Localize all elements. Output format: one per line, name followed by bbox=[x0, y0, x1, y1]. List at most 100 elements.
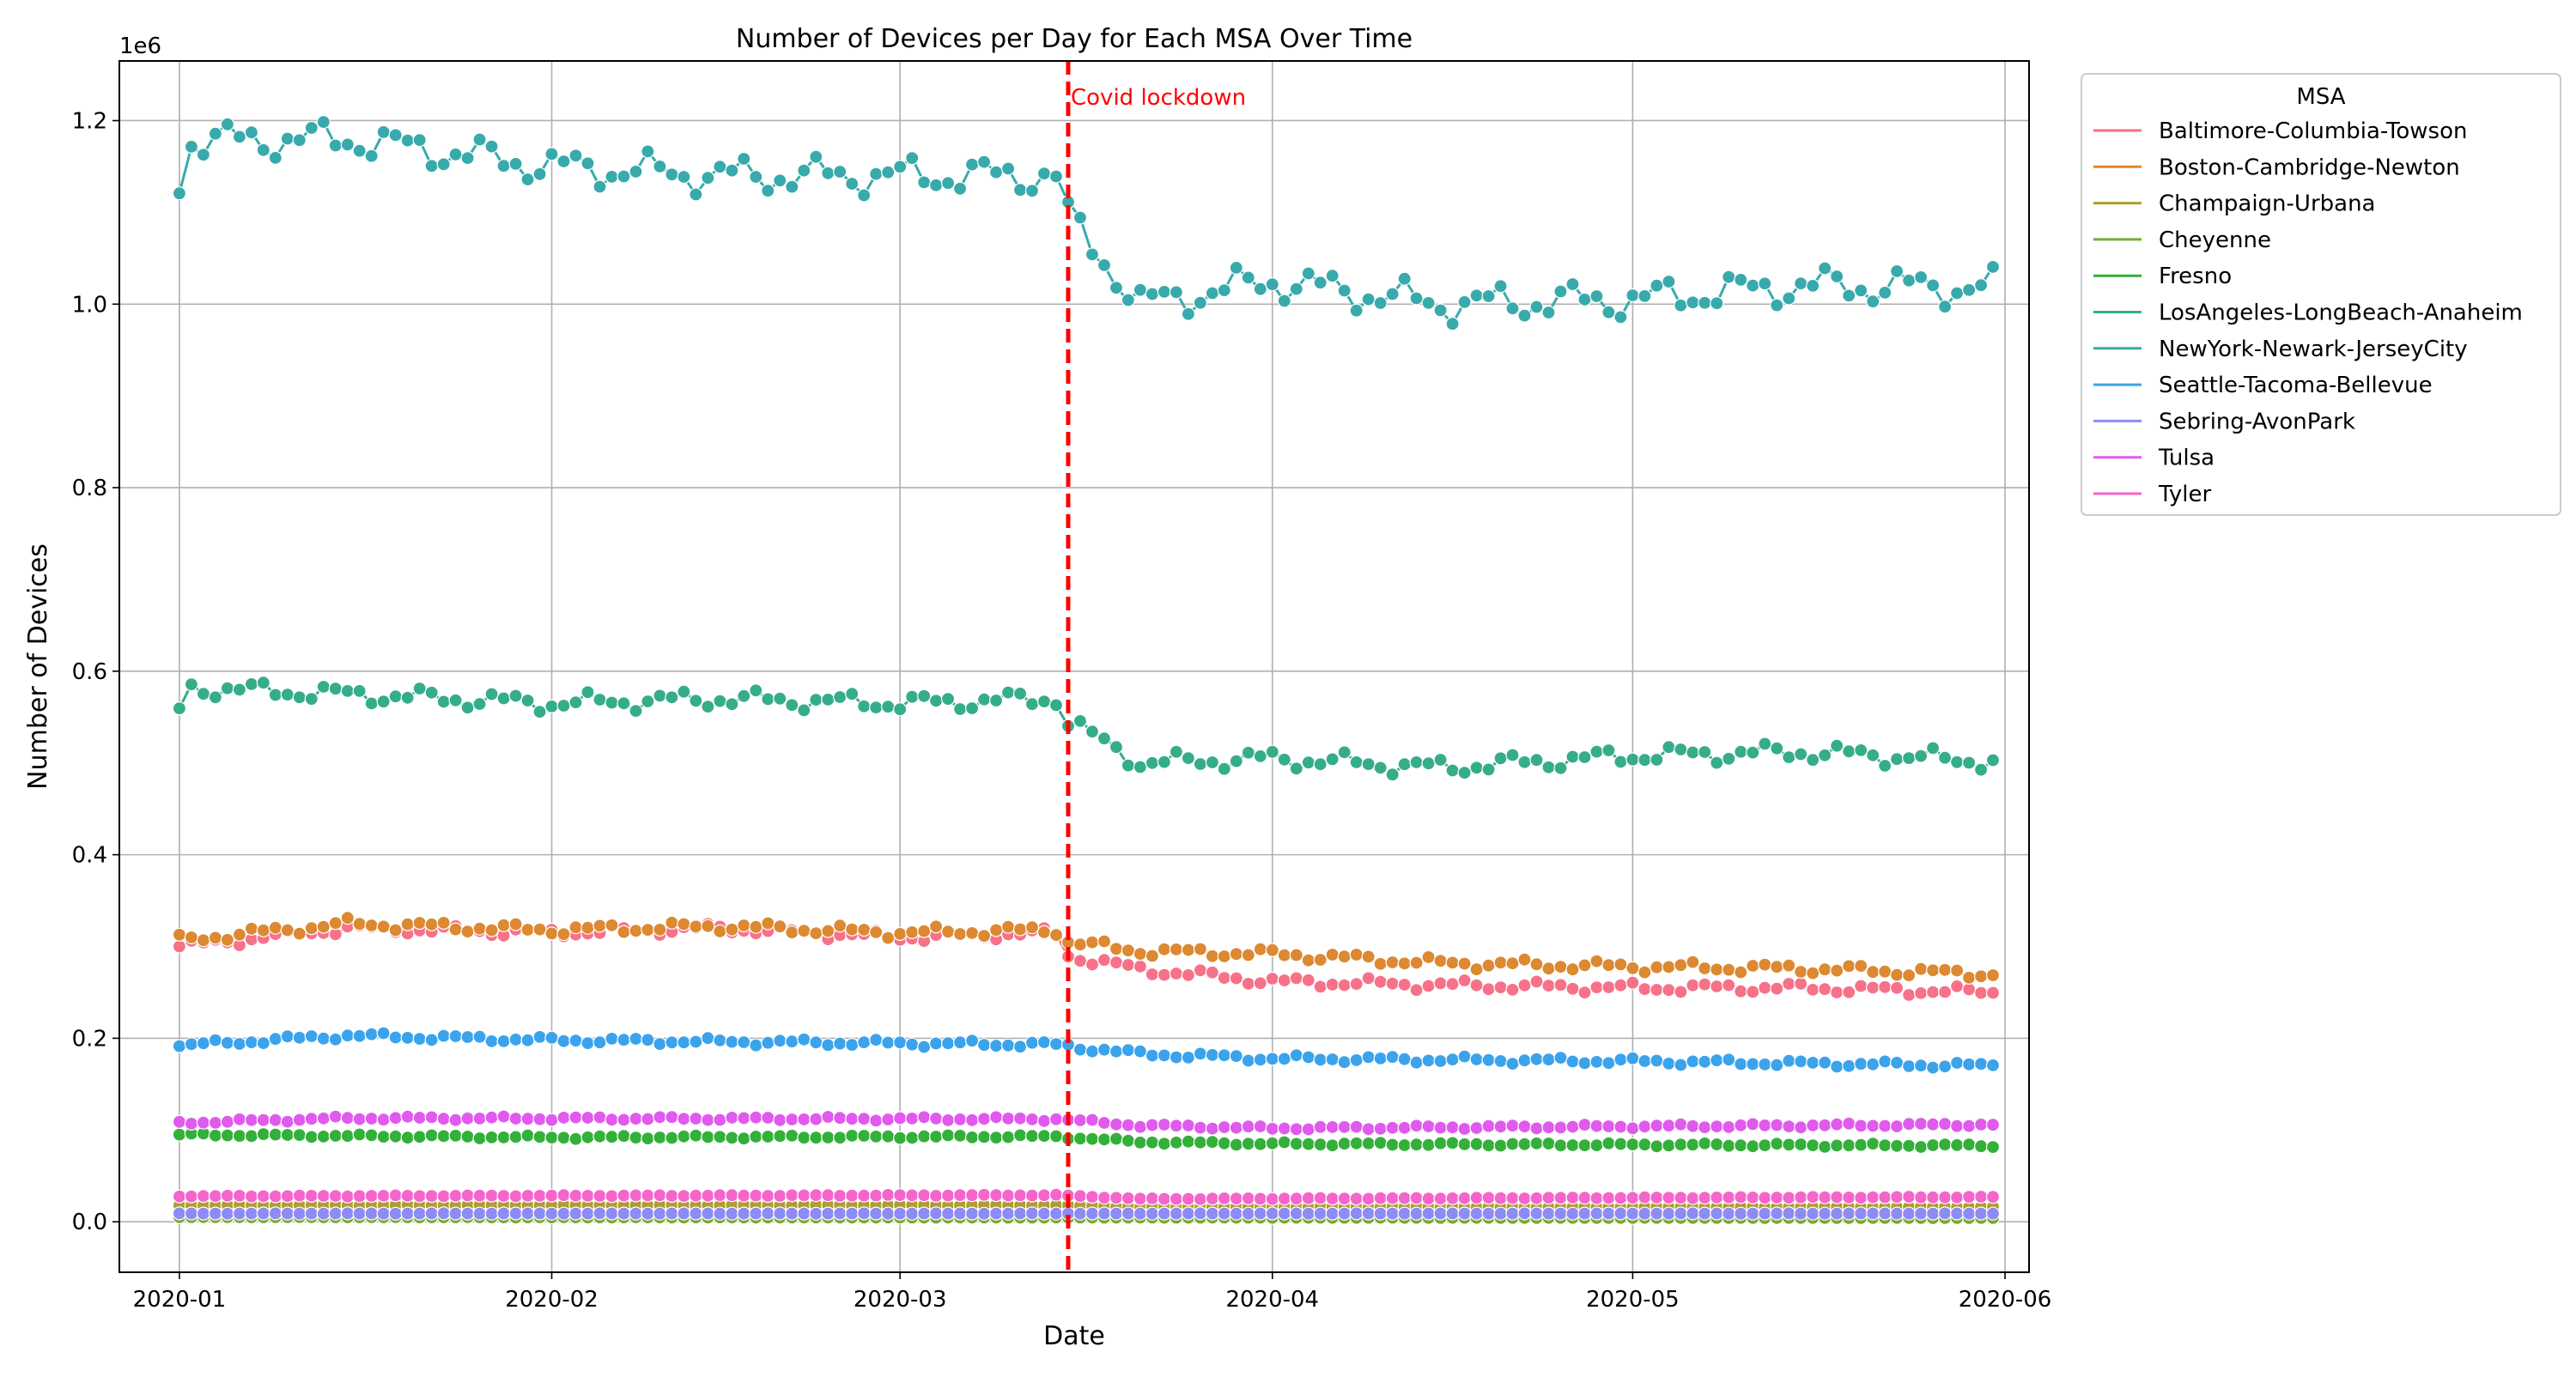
data-point bbox=[1855, 284, 1868, 297]
data-point bbox=[1698, 962, 1711, 975]
data-point bbox=[1975, 1191, 1988, 1204]
data-point bbox=[569, 1207, 582, 1220]
data-point bbox=[1662, 984, 1675, 997]
data-point bbox=[954, 703, 967, 716]
data-point bbox=[1350, 304, 1363, 317]
data-point bbox=[449, 148, 462, 161]
data-point bbox=[389, 924, 402, 937]
data-point bbox=[1722, 1207, 1735, 1220]
data-point bbox=[497, 160, 510, 173]
data-point bbox=[1747, 746, 1759, 759]
data-point bbox=[942, 1113, 955, 1126]
data-point bbox=[1398, 1121, 1411, 1134]
x-tick-label: 2020-03 bbox=[854, 1287, 947, 1313]
data-point bbox=[1855, 743, 1868, 756]
data-point bbox=[665, 1190, 678, 1203]
data-point bbox=[1133, 761, 1146, 773]
data-point bbox=[425, 686, 438, 699]
data-point bbox=[1446, 1053, 1459, 1066]
data-point bbox=[1831, 270, 1844, 283]
data-point bbox=[846, 923, 859, 936]
data-point bbox=[1795, 1121, 1807, 1134]
data-point bbox=[485, 1207, 498, 1220]
data-point bbox=[918, 1111, 931, 1124]
data-point bbox=[1314, 1053, 1327, 1066]
data-point bbox=[1795, 277, 1807, 290]
data-point bbox=[485, 140, 498, 153]
data-point bbox=[1891, 968, 1904, 981]
legend-label: Tyler bbox=[2158, 482, 2211, 507]
data-point bbox=[1987, 754, 2000, 767]
data-point bbox=[774, 1034, 787, 1047]
data-point bbox=[870, 701, 883, 714]
data-point bbox=[834, 1189, 847, 1202]
data-point bbox=[1650, 961, 1663, 974]
data-point bbox=[1915, 1118, 1928, 1131]
data-point bbox=[653, 1111, 666, 1124]
data-point bbox=[978, 155, 991, 168]
data-point bbox=[1338, 1207, 1351, 1220]
data-point bbox=[1362, 1051, 1375, 1064]
data-point bbox=[233, 1189, 246, 1202]
data-point bbox=[1014, 1189, 1027, 1202]
data-point bbox=[1722, 1120, 1735, 1133]
data-point bbox=[858, 1036, 871, 1049]
data-point bbox=[1614, 1192, 1627, 1204]
data-point bbox=[233, 928, 246, 941]
data-point bbox=[1602, 1137, 1615, 1150]
data-point bbox=[714, 925, 726, 937]
data-point bbox=[906, 1189, 919, 1202]
data-point bbox=[1218, 950, 1230, 963]
data-point bbox=[810, 1189, 823, 1202]
data-point bbox=[1566, 1192, 1579, 1204]
data-point bbox=[1170, 1136, 1182, 1149]
data-point bbox=[1145, 1192, 1158, 1204]
data-point bbox=[665, 691, 678, 704]
data-point bbox=[581, 1112, 594, 1125]
data-point bbox=[1735, 1191, 1747, 1204]
data-point bbox=[1362, 758, 1375, 771]
legend-label: Sebring-AvonPark bbox=[2159, 409, 2355, 434]
data-point bbox=[918, 689, 931, 702]
data-point bbox=[1939, 1138, 1952, 1151]
data-point bbox=[798, 704, 811, 717]
data-point bbox=[786, 1113, 799, 1126]
data-point bbox=[1398, 1207, 1411, 1220]
data-point bbox=[1410, 984, 1423, 997]
data-point bbox=[1002, 1207, 1015, 1220]
data-point bbox=[1362, 293, 1375, 306]
data-point bbox=[1470, 1192, 1483, 1204]
data-point bbox=[690, 188, 702, 201]
data-point bbox=[738, 1132, 750, 1145]
data-point bbox=[882, 931, 895, 944]
data-point bbox=[1602, 1057, 1615, 1070]
data-point bbox=[954, 1129, 967, 1142]
data-point bbox=[629, 1207, 642, 1220]
data-point bbox=[185, 678, 197, 691]
data-point bbox=[738, 1036, 750, 1049]
data-point bbox=[545, 927, 558, 940]
data-point bbox=[1566, 1055, 1579, 1068]
data-point bbox=[1458, 1123, 1471, 1136]
data-point bbox=[1145, 288, 1158, 300]
data-point bbox=[449, 923, 462, 936]
data-point bbox=[894, 161, 907, 173]
data-point bbox=[449, 1207, 462, 1220]
data-point bbox=[702, 1113, 714, 1126]
data-point bbox=[1121, 1119, 1134, 1131]
data-point bbox=[305, 1030, 318, 1043]
legend-label: Cheyenne bbox=[2159, 227, 2271, 253]
data-point bbox=[750, 684, 762, 697]
data-point bbox=[1410, 956, 1423, 969]
data-point bbox=[846, 688, 859, 701]
data-point bbox=[1783, 959, 1795, 972]
data-point bbox=[1170, 1119, 1182, 1132]
data-point bbox=[1110, 956, 1123, 969]
data-point bbox=[281, 1030, 294, 1043]
data-point bbox=[569, 1034, 582, 1047]
data-point bbox=[858, 1113, 871, 1125]
data-point bbox=[1626, 1192, 1639, 1204]
data-point bbox=[1674, 299, 1687, 312]
data-point bbox=[750, 1207, 762, 1220]
data-point bbox=[1182, 1051, 1194, 1064]
